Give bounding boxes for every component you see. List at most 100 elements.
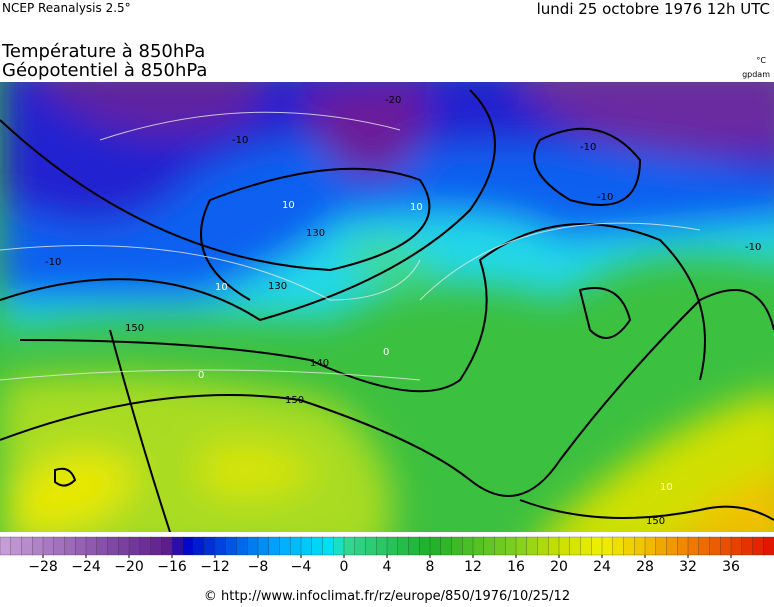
colorbar-swatch <box>128 536 141 556</box>
colorbar-swatch <box>354 536 367 556</box>
colorbar-swatch <box>462 536 474 556</box>
title-temperature: Température à 850hPa <box>1 41 205 62</box>
colorbar-swatch <box>634 536 646 556</box>
colorbar-swatch <box>107 536 119 556</box>
colorbar-swatch <box>75 536 87 556</box>
colorbar-swatch <box>161 536 173 556</box>
colorbar-swatch <box>193 536 205 556</box>
colorbar-swatch <box>279 536 291 556</box>
colorbar-swatch <box>419 536 431 556</box>
colorbar-swatch <box>171 536 184 556</box>
colorbar-swatch <box>204 536 216 556</box>
colorbar-swatch <box>64 536 76 556</box>
colorbar-swatch <box>96 536 109 556</box>
colorbar-swatch <box>601 536 614 556</box>
contour-label: 150 <box>285 395 304 406</box>
colorbar-swatch <box>451 536 463 556</box>
colorbar-swatch <box>343 536 356 556</box>
colorbar-swatch <box>257 536 270 556</box>
colorbar-tick-label: −4 <box>291 559 312 575</box>
colorbar-swatch <box>10 536 23 556</box>
colorbar-swatch <box>290 536 302 556</box>
colorbar-swatch <box>537 536 549 556</box>
contour-label: 10 <box>660 482 673 493</box>
colorbar-swatch <box>730 536 743 556</box>
colorbar-swatch <box>666 536 678 556</box>
colorbar-swatch <box>268 536 281 556</box>
colorbar-tick-label: 12 <box>464 559 482 575</box>
colorbar-swatch <box>0 536 12 556</box>
title-geopotential: Géopotentiel à 850hPa <box>2 60 207 81</box>
contour-label: 10 <box>282 200 295 211</box>
colorbar-tick-label: 32 <box>679 559 697 575</box>
colorbar-swatch <box>687 536 700 556</box>
contour-label: 10 <box>215 282 228 293</box>
contour-label: -20 <box>385 95 401 106</box>
contour-label: -10 <box>745 242 761 253</box>
colorbar-swatch <box>548 536 560 556</box>
colorbar: −28 −24 −20 −16 −12 −8 −4 0 4 8 12 16 20 24 28 32 36 <box>0 536 774 575</box>
colorbar-swatch <box>763 536 774 556</box>
colorbar-swatch <box>236 536 248 556</box>
map: -20 -10 -10 -10 10 10 -10 130 130 140 150 150 150 0 0 1… <box>0 82 774 532</box>
colorbar-tick-label: 24 <box>593 559 611 575</box>
colorbar-swatch <box>386 536 399 556</box>
colorbar-tick-label: 8 <box>426 559 435 575</box>
colorbar-swatch <box>408 536 420 556</box>
colorbar-tick-label: 16 <box>507 559 525 575</box>
colorbar-tick-label: −20 <box>114 559 144 575</box>
colorbar-tick-label: −12 <box>200 559 230 575</box>
colorbar-swatch <box>300 536 313 556</box>
colorbar-tick-label: −8 <box>248 559 269 575</box>
colorbar-swatch <box>311 536 324 556</box>
colorbar-swatch <box>322 536 334 556</box>
colorbar-swatch <box>21 536 33 556</box>
footer: © http://www.infoclimat.fr/rz/europe/850… <box>204 589 570 604</box>
colorbar-tick-label: 20 <box>550 559 568 575</box>
unit-geopotential: gpdam <box>742 70 770 79</box>
colorbar-swatch <box>644 536 657 556</box>
colorbar-swatch <box>472 536 485 556</box>
colorbar-swatch <box>150 536 162 556</box>
colorbar-swatch <box>214 536 227 556</box>
colorbar-tick-label: −16 <box>157 559 187 575</box>
colorbar-swatch <box>558 536 571 556</box>
colorbar-swatch <box>483 536 496 556</box>
colorbar-swatch <box>85 536 98 556</box>
colorbar-swatch <box>623 536 635 556</box>
contour-label: 130 <box>306 228 325 239</box>
colorbar-swatch <box>225 536 238 556</box>
source: NCEP Reanalysis 2.5° <box>2 1 131 15</box>
colorbar-swatch <box>376 536 388 556</box>
contour-label: 150 <box>125 323 144 334</box>
colorbar-swatch <box>365 536 377 556</box>
colorbar-swatch <box>677 536 689 556</box>
contour-label: 0 <box>198 370 204 381</box>
colorbar-swatch <box>515 536 528 556</box>
colorbar-swatch <box>182 536 195 556</box>
colorbar-swatch <box>53 536 66 556</box>
colorbar-swatch <box>494 536 506 556</box>
contour-label: -10 <box>45 257 61 268</box>
colorbar-swatch <box>505 536 517 556</box>
contour-label: 10 <box>410 202 423 213</box>
colorbar-tick-label: 28 <box>636 559 654 575</box>
colorbar-swatch <box>591 536 603 556</box>
colorbar-swatch <box>118 536 130 556</box>
colorbar-swatch <box>397 536 410 556</box>
contour-label: -10 <box>597 192 613 203</box>
colorbar-swatch <box>569 536 582 556</box>
contour-label: -10 <box>580 142 596 153</box>
contour-label: 150 <box>646 516 665 527</box>
colorbar-tick-label: −28 <box>28 559 58 575</box>
colorbar-swatch <box>580 536 592 556</box>
colorbar-swatch <box>709 536 721 556</box>
colorbar-tick-label: 0 <box>340 559 349 575</box>
colorbar-swatch <box>741 536 754 556</box>
colorbar-swatch <box>42 536 55 556</box>
contour-label: 0 <box>383 347 389 358</box>
date: lundi 25 octobre 1976 12h UTC <box>537 0 770 18</box>
contour-label: -10 <box>232 135 248 146</box>
colorbar-swatch <box>32 536 44 556</box>
